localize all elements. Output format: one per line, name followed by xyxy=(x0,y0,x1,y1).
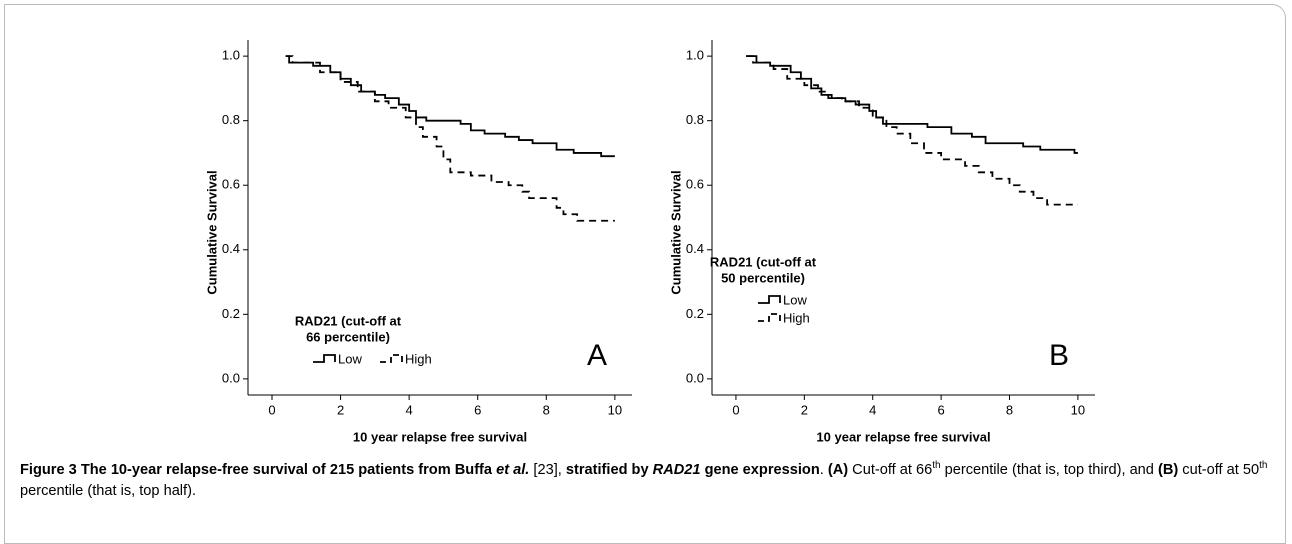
y-tick-label: 0.6 xyxy=(222,177,240,192)
survival-curve xyxy=(746,55,1078,206)
legend-label: High xyxy=(783,310,810,325)
x-axis-title: 10 year relapse free survival xyxy=(816,429,990,444)
legend-title: 50 percentile) xyxy=(721,270,805,285)
y-tick-label: 0.2 xyxy=(222,306,240,321)
caption-text: percentile (that is, top third), and xyxy=(940,462,1158,478)
y-tick-label: 0.6 xyxy=(686,177,704,192)
x-tick-label: 2 xyxy=(801,402,808,417)
legend-label: Low xyxy=(783,292,807,307)
legend-title: 66 percentile) xyxy=(306,329,390,344)
y-tick-label: 0.8 xyxy=(222,112,240,127)
y-tick-label: 0.8 xyxy=(686,112,704,127)
caption-text: RAD21 xyxy=(652,462,701,478)
caption-text: [23], xyxy=(529,462,566,478)
caption-text: gene expression xyxy=(700,462,820,478)
x-tick-label: 8 xyxy=(543,402,550,417)
x-tick-label: 4 xyxy=(406,402,413,417)
legend-swatch xyxy=(758,313,781,322)
y-tick-label: 0.2 xyxy=(686,306,704,321)
caption: Figure 3 The 10-year relapse-free surviv… xyxy=(20,460,1282,502)
y-tick-label: 1.0 xyxy=(686,48,704,63)
legend-title: RAD21 (cut-off at xyxy=(710,254,817,269)
caption-text: (A) xyxy=(827,462,849,478)
y-axis-title: Cumulative Survival xyxy=(668,170,683,294)
y-tick-label: 0.4 xyxy=(222,241,240,256)
x-tick-label: 6 xyxy=(474,402,481,417)
legend-label: High xyxy=(405,351,432,366)
y-tick-label: 1.0 xyxy=(222,48,240,63)
caption-text: (B) xyxy=(1157,462,1179,478)
x-tick-label: 10 xyxy=(1071,402,1085,417)
caption-text: th xyxy=(1259,460,1268,472)
y-axis-title: Cumulative Survival xyxy=(204,170,219,294)
caption-text: . xyxy=(819,462,828,478)
y-tick-label: 0.0 xyxy=(686,370,704,385)
y-tick-label: 0.0 xyxy=(222,370,240,385)
x-tick-label: 8 xyxy=(1006,402,1013,417)
y-tick-label: 0.4 xyxy=(686,241,704,256)
page: 0.0 0.2 0.4 0.6 0.8 1.0 0 2 4 6 8 10 10 year relapse… xyxy=(4,4,1286,544)
panel-label: A xyxy=(587,339,607,372)
figure: 0.0 0.2 0.4 0.6 0.8 1.0 0 2 4 6 8 10 10 year relapse… xyxy=(204,40,1095,444)
legend-swatch xyxy=(758,295,781,304)
caption-text: percentile (that is, top half). xyxy=(20,483,197,499)
x-tick-label: 10 xyxy=(608,402,622,417)
x-axis-title: 10 year relapse free survival xyxy=(353,429,527,444)
legend-title: RAD21 (cut-off at xyxy=(295,313,402,328)
survival-curve xyxy=(285,55,615,222)
x-tick-label: 0 xyxy=(732,402,739,417)
x-tick-label: 6 xyxy=(937,402,944,417)
caption-text: th xyxy=(932,460,941,472)
x-tick-label: 0 xyxy=(268,402,275,417)
caption-text: cut-off at 50 xyxy=(1178,462,1260,478)
survival-curve xyxy=(285,55,615,158)
panel-label: B xyxy=(1049,339,1069,372)
x-tick-label: 4 xyxy=(869,402,876,417)
survival-curve xyxy=(746,55,1078,154)
caption-text: stratified by xyxy=(565,462,653,478)
caption-text: Figure 3 The 10-year relapse-free surviv… xyxy=(20,462,497,478)
x-tick-label: 2 xyxy=(337,402,344,417)
legend-swatch xyxy=(313,354,336,363)
caption-text: et al. xyxy=(496,462,530,478)
legend-label: Low xyxy=(338,351,362,366)
caption-text: Cut-off at 66 xyxy=(848,462,933,478)
legend-swatch xyxy=(380,354,403,363)
